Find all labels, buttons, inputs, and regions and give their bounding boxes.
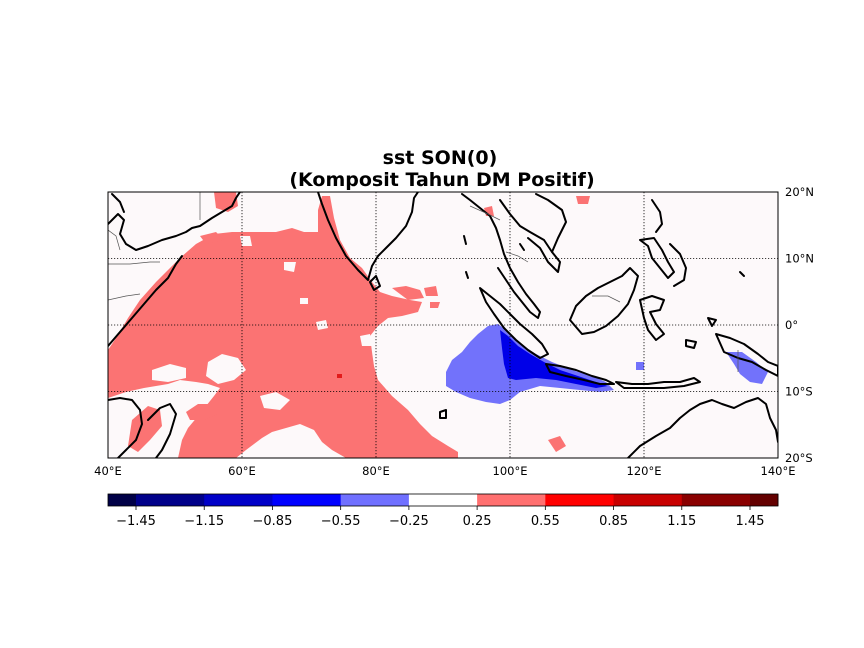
positive-patch xyxy=(200,232,224,244)
title-line-2: (Komposit Tahun DM Positif) xyxy=(289,169,594,191)
colorbar-tick-label: −0.25 xyxy=(389,514,429,529)
colorbar-frame xyxy=(107,493,779,507)
colorbar-tick-label: 1.15 xyxy=(667,514,696,529)
lat-tick-label: 10°S xyxy=(785,385,813,399)
colorbar-tick-label: 1.45 xyxy=(736,514,765,529)
colorbar: −1.45 −1.15 −0.85 −0.55 −0.25 0.25 0.55 0.85 1.1… xyxy=(107,493,779,529)
neutral-hole xyxy=(240,236,252,246)
positive-patch xyxy=(576,196,590,204)
colorbar-swatch xyxy=(204,494,273,506)
colorbar-swatch xyxy=(681,494,751,506)
colorbar-tick-label: −0.55 xyxy=(321,514,361,529)
positive-patch xyxy=(392,286,424,300)
positive-patch xyxy=(186,404,218,420)
colorbar-swatch xyxy=(272,494,342,506)
colorbar-swatch xyxy=(545,494,615,506)
title-line-1: sst SON(0) xyxy=(383,147,498,169)
colorbar-tick-label: 0.25 xyxy=(463,514,492,529)
lon-tick-label: 100°E xyxy=(493,464,528,478)
lon-tick-label: 80°E xyxy=(362,464,390,478)
colorbar-swatch xyxy=(750,494,779,506)
colorbar-tick-label: 0.85 xyxy=(599,514,628,529)
country-borders xyxy=(108,192,739,372)
lon-tick-label: 40°E xyxy=(94,464,122,478)
strong-negative-region xyxy=(500,330,608,388)
neutral-hole xyxy=(260,392,290,410)
colorbar-swatch xyxy=(408,494,478,506)
lat-tick-label: 20°S xyxy=(785,451,813,465)
gridlines xyxy=(108,192,778,458)
colorbar-swatch xyxy=(136,494,205,506)
colorbar-tick-label: −0.85 xyxy=(253,514,293,529)
positive-patch xyxy=(430,302,440,308)
lat-tick-label: 0° xyxy=(785,318,798,332)
colorbar-swatch xyxy=(613,494,683,506)
colorbar-swatch xyxy=(108,494,137,506)
colorbar-tick-label: −1.45 xyxy=(116,514,156,529)
map-panel: 40°E 60°E 80°E 100°E 120°E 140°E 20°N 10°N 0° 10… xyxy=(94,185,814,478)
colorbar-tick-label: −1.15 xyxy=(184,514,224,529)
lon-tick-label: 140°E xyxy=(761,464,796,478)
weak-negative-patch xyxy=(726,352,768,384)
positive-patch xyxy=(548,436,566,452)
weak-negative-patch xyxy=(636,362,644,370)
colorbar-swatch xyxy=(477,494,546,506)
neutral-hole xyxy=(300,298,308,304)
neutral-hole xyxy=(360,334,372,346)
map-frame xyxy=(107,191,779,459)
latitude-labels: 20°N 10°N 0° 10°S 20°S xyxy=(785,185,814,465)
lon-tick-label: 120°E xyxy=(627,464,662,478)
positive-max-marker xyxy=(337,374,342,378)
colorbar-tick-label: 0.55 xyxy=(531,514,560,529)
colorbar-swatch xyxy=(340,494,410,506)
lat-tick-label: 10°N xyxy=(785,252,814,266)
coastlines xyxy=(108,192,778,458)
positive-patch xyxy=(424,286,438,296)
lat-tick-label: 20°N xyxy=(785,185,814,199)
positive-anomaly-region xyxy=(108,196,458,458)
lon-tick-label: 60°E xyxy=(228,464,256,478)
neutral-hole xyxy=(152,364,186,382)
neutral-hole xyxy=(206,354,246,384)
neutral-hole xyxy=(284,262,296,272)
longitude-labels: 40°E 60°E 80°E 100°E 120°E 140°E xyxy=(94,464,795,478)
